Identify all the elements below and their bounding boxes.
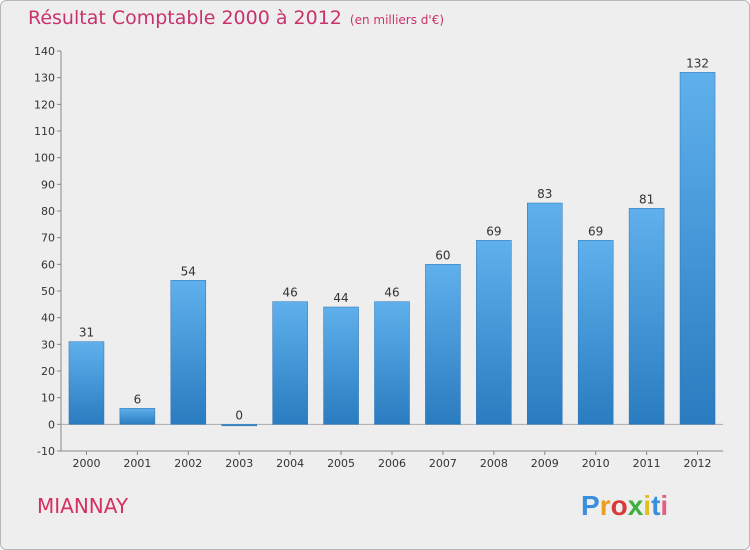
x-tick-label-2004: 2004	[276, 457, 304, 470]
bar-2010	[577, 240, 614, 425]
y-tick-label: -10	[37, 445, 55, 458]
logo-letter: x	[627, 490, 644, 521]
logo-letter: P	[581, 490, 600, 521]
bar-2006	[374, 301, 410, 425]
logo-letter: o	[610, 490, 628, 521]
y-tick-label: 10	[41, 392, 55, 405]
bar-2005	[323, 306, 359, 425]
chart-title-text: Résultat Comptable 2000 à 2012	[28, 7, 342, 29]
chart-labels: 31 2000 6 2001 54 2002 0 2003 46 2004 44 2005 46 2006…	[72, 56, 711, 470]
bar-2011	[628, 208, 665, 425]
y-tick-label: 30	[41, 338, 55, 351]
x-tick-label-2008: 2008	[480, 457, 508, 470]
commune-name: MIANNAY	[37, 494, 129, 518]
bar-2008	[476, 240, 512, 425]
data-label-2001: 6	[134, 392, 142, 406]
bar-2012	[679, 72, 716, 425]
y-tick-label: 40	[41, 312, 55, 325]
x-tick-label-2012: 2012	[684, 457, 712, 470]
y-tick-label: 60	[41, 258, 55, 271]
data-label-2005: 44	[333, 291, 348, 305]
data-label-2010: 69	[588, 224, 603, 238]
y-tick-label: 140	[34, 45, 55, 58]
logo-letter: t	[651, 490, 661, 521]
x-tick-label-2010: 2010	[582, 457, 610, 470]
bar-2000	[68, 341, 105, 425]
logo-letter: i	[660, 490, 669, 521]
logo-letter: r	[599, 490, 611, 521]
bar-2002	[170, 280, 207, 425]
data-label-2012: 132	[686, 56, 709, 70]
x-tick-label-2007: 2007	[429, 457, 457, 470]
x-tick-label-2009: 2009	[531, 457, 559, 470]
x-tick-label-2006: 2006	[378, 457, 406, 470]
data-label-2004: 46	[283, 286, 298, 300]
y-tick-label: 50	[41, 285, 55, 298]
data-label-2008: 69	[486, 224, 501, 238]
x-tick-label-2011: 2011	[633, 457, 661, 470]
bar-2003	[221, 424, 257, 427]
y-tick-label: 110	[34, 125, 55, 138]
logo-letter: i	[643, 490, 652, 521]
x-tick-label-2003: 2003	[225, 457, 253, 470]
data-label-2002: 54	[181, 264, 196, 278]
y-tick-label: 20	[41, 365, 55, 378]
x-tick-label-2000: 2000	[72, 457, 100, 470]
data-label-2003: 0	[235, 408, 243, 422]
bar-2001	[119, 408, 156, 425]
data-label-2009: 83	[537, 187, 552, 201]
x-tick-label-2002: 2002	[174, 457, 202, 470]
data-label-2007: 60	[435, 248, 450, 262]
chart-unit: (en milliers d'€)	[349, 13, 445, 27]
chart-bars	[68, 72, 716, 427]
proxiti-logo: Proxiti	[581, 490, 668, 522]
y-tick-label: 120	[34, 98, 55, 111]
bar-2007	[425, 264, 461, 425]
data-label-2000: 31	[79, 326, 94, 340]
data-label-2006: 46	[384, 286, 399, 300]
y-tick-label: 90	[41, 178, 55, 191]
y-tick-label: 100	[34, 152, 55, 165]
bar-2009	[527, 202, 563, 425]
y-tick-label: 0	[48, 418, 55, 431]
y-tick-label: 130	[34, 72, 55, 85]
y-tick-label: 80	[41, 205, 55, 218]
bar-2004	[272, 301, 308, 425]
x-tick-label-2005: 2005	[327, 457, 355, 470]
chart-title: Résultat Comptable 2000 à 2012 (en millie…	[28, 7, 444, 29]
data-label-2011: 81	[639, 192, 654, 206]
y-tick-label: 70	[41, 232, 55, 245]
x-tick-label-2001: 2001	[123, 457, 151, 470]
